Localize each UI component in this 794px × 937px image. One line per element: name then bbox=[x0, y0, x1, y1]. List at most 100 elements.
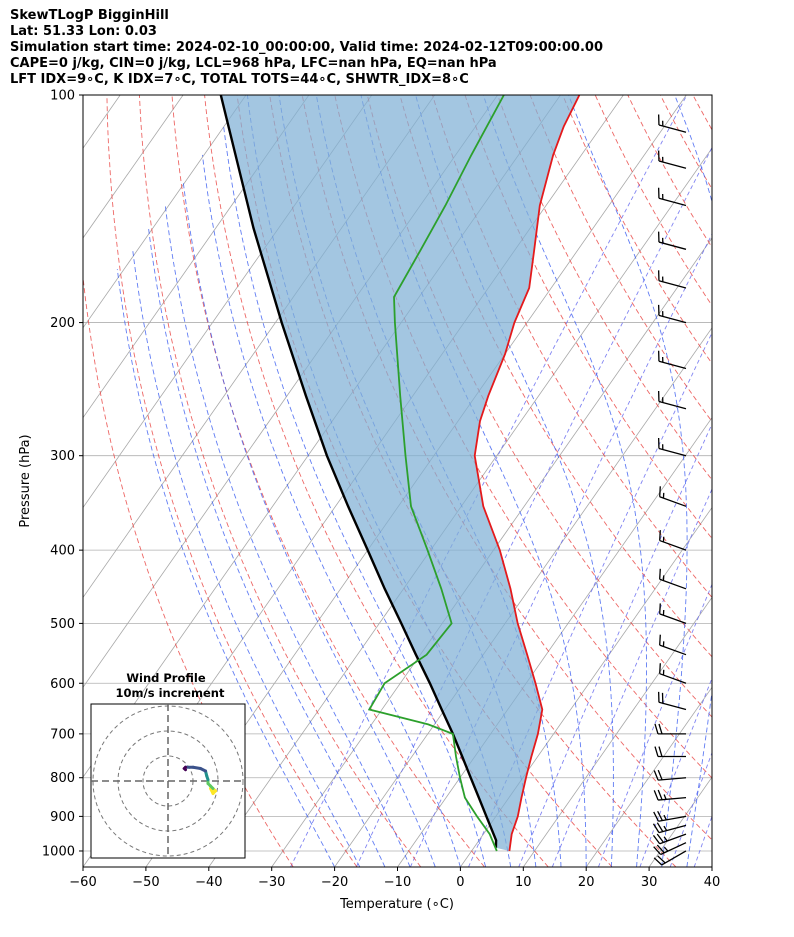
dry-adiabat-line bbox=[791, 95, 794, 867]
dry-adiabat-line bbox=[106, 95, 358, 867]
x-tick-label: −20 bbox=[321, 875, 348, 890]
barb-flag bbox=[653, 770, 659, 781]
hodograph-inset: Wind Profile 10m/s increment bbox=[90, 671, 246, 859]
x-tick-label: 0 bbox=[456, 875, 464, 890]
mixing-ratio-line bbox=[669, 751, 712, 867]
isotherm-line bbox=[83, 95, 247, 329]
barb-flag bbox=[657, 810, 663, 821]
moist-adiabat-line bbox=[116, 269, 336, 867]
mixing-ratio-line bbox=[518, 423, 712, 867]
dry-adiabat-line bbox=[529, 95, 712, 423]
mixing-ratio-line bbox=[551, 487, 712, 867]
isotherm-line bbox=[83, 95, 310, 419]
isotherm-line bbox=[83, 95, 184, 239]
y-axis-label: Pressure (hPa) bbox=[18, 434, 33, 527]
moist-adiabat-line bbox=[148, 228, 386, 867]
barb-staff bbox=[658, 241, 687, 250]
x-tick-label: −30 bbox=[258, 875, 285, 890]
mixing-ratio-line bbox=[639, 677, 712, 867]
title-coordinates: Lat: 51.33 Lon: 0.03 bbox=[10, 24, 157, 39]
dry-adiabat-line bbox=[726, 95, 794, 867]
y-tick-label: 200 bbox=[50, 316, 75, 331]
isotherm-line bbox=[648, 776, 712, 867]
hodograph-segment bbox=[182, 767, 187, 772]
x-tick-label: 20 bbox=[578, 875, 595, 890]
barb-half-flag bbox=[663, 846, 669, 852]
parcel-path-line bbox=[219, 95, 498, 848]
barb-flag bbox=[654, 723, 659, 735]
barb-staff bbox=[659, 578, 687, 590]
hodograph-subtitle: 10m/s increment bbox=[116, 686, 225, 700]
barb-staff bbox=[658, 197, 687, 207]
barb-staff bbox=[659, 644, 687, 656]
barb-flag bbox=[658, 723, 663, 735]
y-tick-label: 800 bbox=[50, 771, 75, 786]
wind-barb bbox=[657, 304, 687, 324]
isotherm-line bbox=[271, 237, 712, 867]
barb-staff bbox=[658, 447, 687, 457]
barb-staff bbox=[658, 360, 687, 370]
wind-barb bbox=[659, 568, 687, 590]
barb-flag bbox=[652, 834, 661, 845]
wind-barb bbox=[652, 833, 687, 845]
barb-flag bbox=[653, 846, 662, 855]
wind-barb bbox=[657, 391, 687, 410]
x-tick-label: 40 bbox=[704, 875, 721, 890]
wind-barb bbox=[657, 150, 687, 169]
barb-staff bbox=[658, 815, 687, 822]
cin-shaded-region bbox=[220, 95, 580, 851]
x-tick-label: −60 bbox=[69, 875, 96, 890]
moist-adiabat-line bbox=[132, 249, 361, 867]
title-times: Simulation start time: 2024-02-10_00:00:… bbox=[10, 40, 603, 55]
barb-staff bbox=[658, 701, 687, 711]
x-tick-label: −40 bbox=[195, 875, 222, 890]
barb-flag bbox=[653, 811, 660, 822]
wind-barb bbox=[653, 769, 687, 781]
barb-flag bbox=[659, 603, 661, 614]
wind-barb bbox=[657, 350, 687, 370]
x-axis-label: Temperature (∘C) bbox=[339, 897, 454, 912]
barb-flag bbox=[653, 857, 663, 866]
wind-barb bbox=[653, 842, 687, 856]
isotherm-line bbox=[585, 686, 712, 867]
barb-staff bbox=[659, 496, 687, 507]
wind-barb bbox=[657, 270, 687, 289]
barb-flag bbox=[659, 634, 661, 646]
wind-barb bbox=[659, 530, 687, 551]
wind-barb bbox=[659, 634, 687, 656]
plot-header: SkewTLogP BigginHill Lat: 51.33 Lon: 0.0… bbox=[10, 8, 603, 88]
wind-barb bbox=[659, 486, 687, 507]
wind-barb bbox=[659, 663, 687, 684]
moist-adiabat-line bbox=[201, 154, 461, 867]
dry-adiabat-line bbox=[497, 95, 712, 481]
mixing-ratio-line bbox=[597, 583, 712, 867]
mixing-ratio-line bbox=[693, 815, 712, 867]
y-tick-label: 500 bbox=[50, 617, 75, 632]
moist-adiabat-line bbox=[182, 181, 436, 867]
barb-flag bbox=[656, 844, 665, 854]
wind-barb bbox=[657, 114, 687, 133]
barb-staff bbox=[658, 777, 687, 781]
isotherm-line bbox=[334, 327, 712, 867]
hodograph-title: Wind Profile bbox=[126, 671, 206, 685]
barb-flag bbox=[656, 822, 664, 832]
wind-barbs bbox=[652, 114, 687, 866]
dry-adiabat-line bbox=[758, 95, 794, 867]
dry-adiabat-line bbox=[204, 95, 549, 867]
wind-barb bbox=[654, 746, 686, 758]
moist-adiabat-line bbox=[223, 126, 487, 867]
barb-half-flag bbox=[663, 836, 668, 842]
wind-barb bbox=[659, 603, 687, 625]
y-tick-label: 600 bbox=[50, 677, 75, 692]
dry-adiabat-line bbox=[659, 95, 712, 190]
mixing-ratio-line bbox=[355, 146, 712, 867]
barb-staff bbox=[658, 824, 687, 834]
barb-flag bbox=[659, 568, 661, 580]
barb-flag bbox=[659, 530, 661, 541]
y-tick-label: 100 bbox=[50, 89, 75, 104]
barb-staff bbox=[659, 613, 687, 625]
barb-staff bbox=[658, 280, 687, 289]
wind-barb bbox=[652, 822, 687, 834]
y-tick-label: 300 bbox=[50, 449, 75, 464]
